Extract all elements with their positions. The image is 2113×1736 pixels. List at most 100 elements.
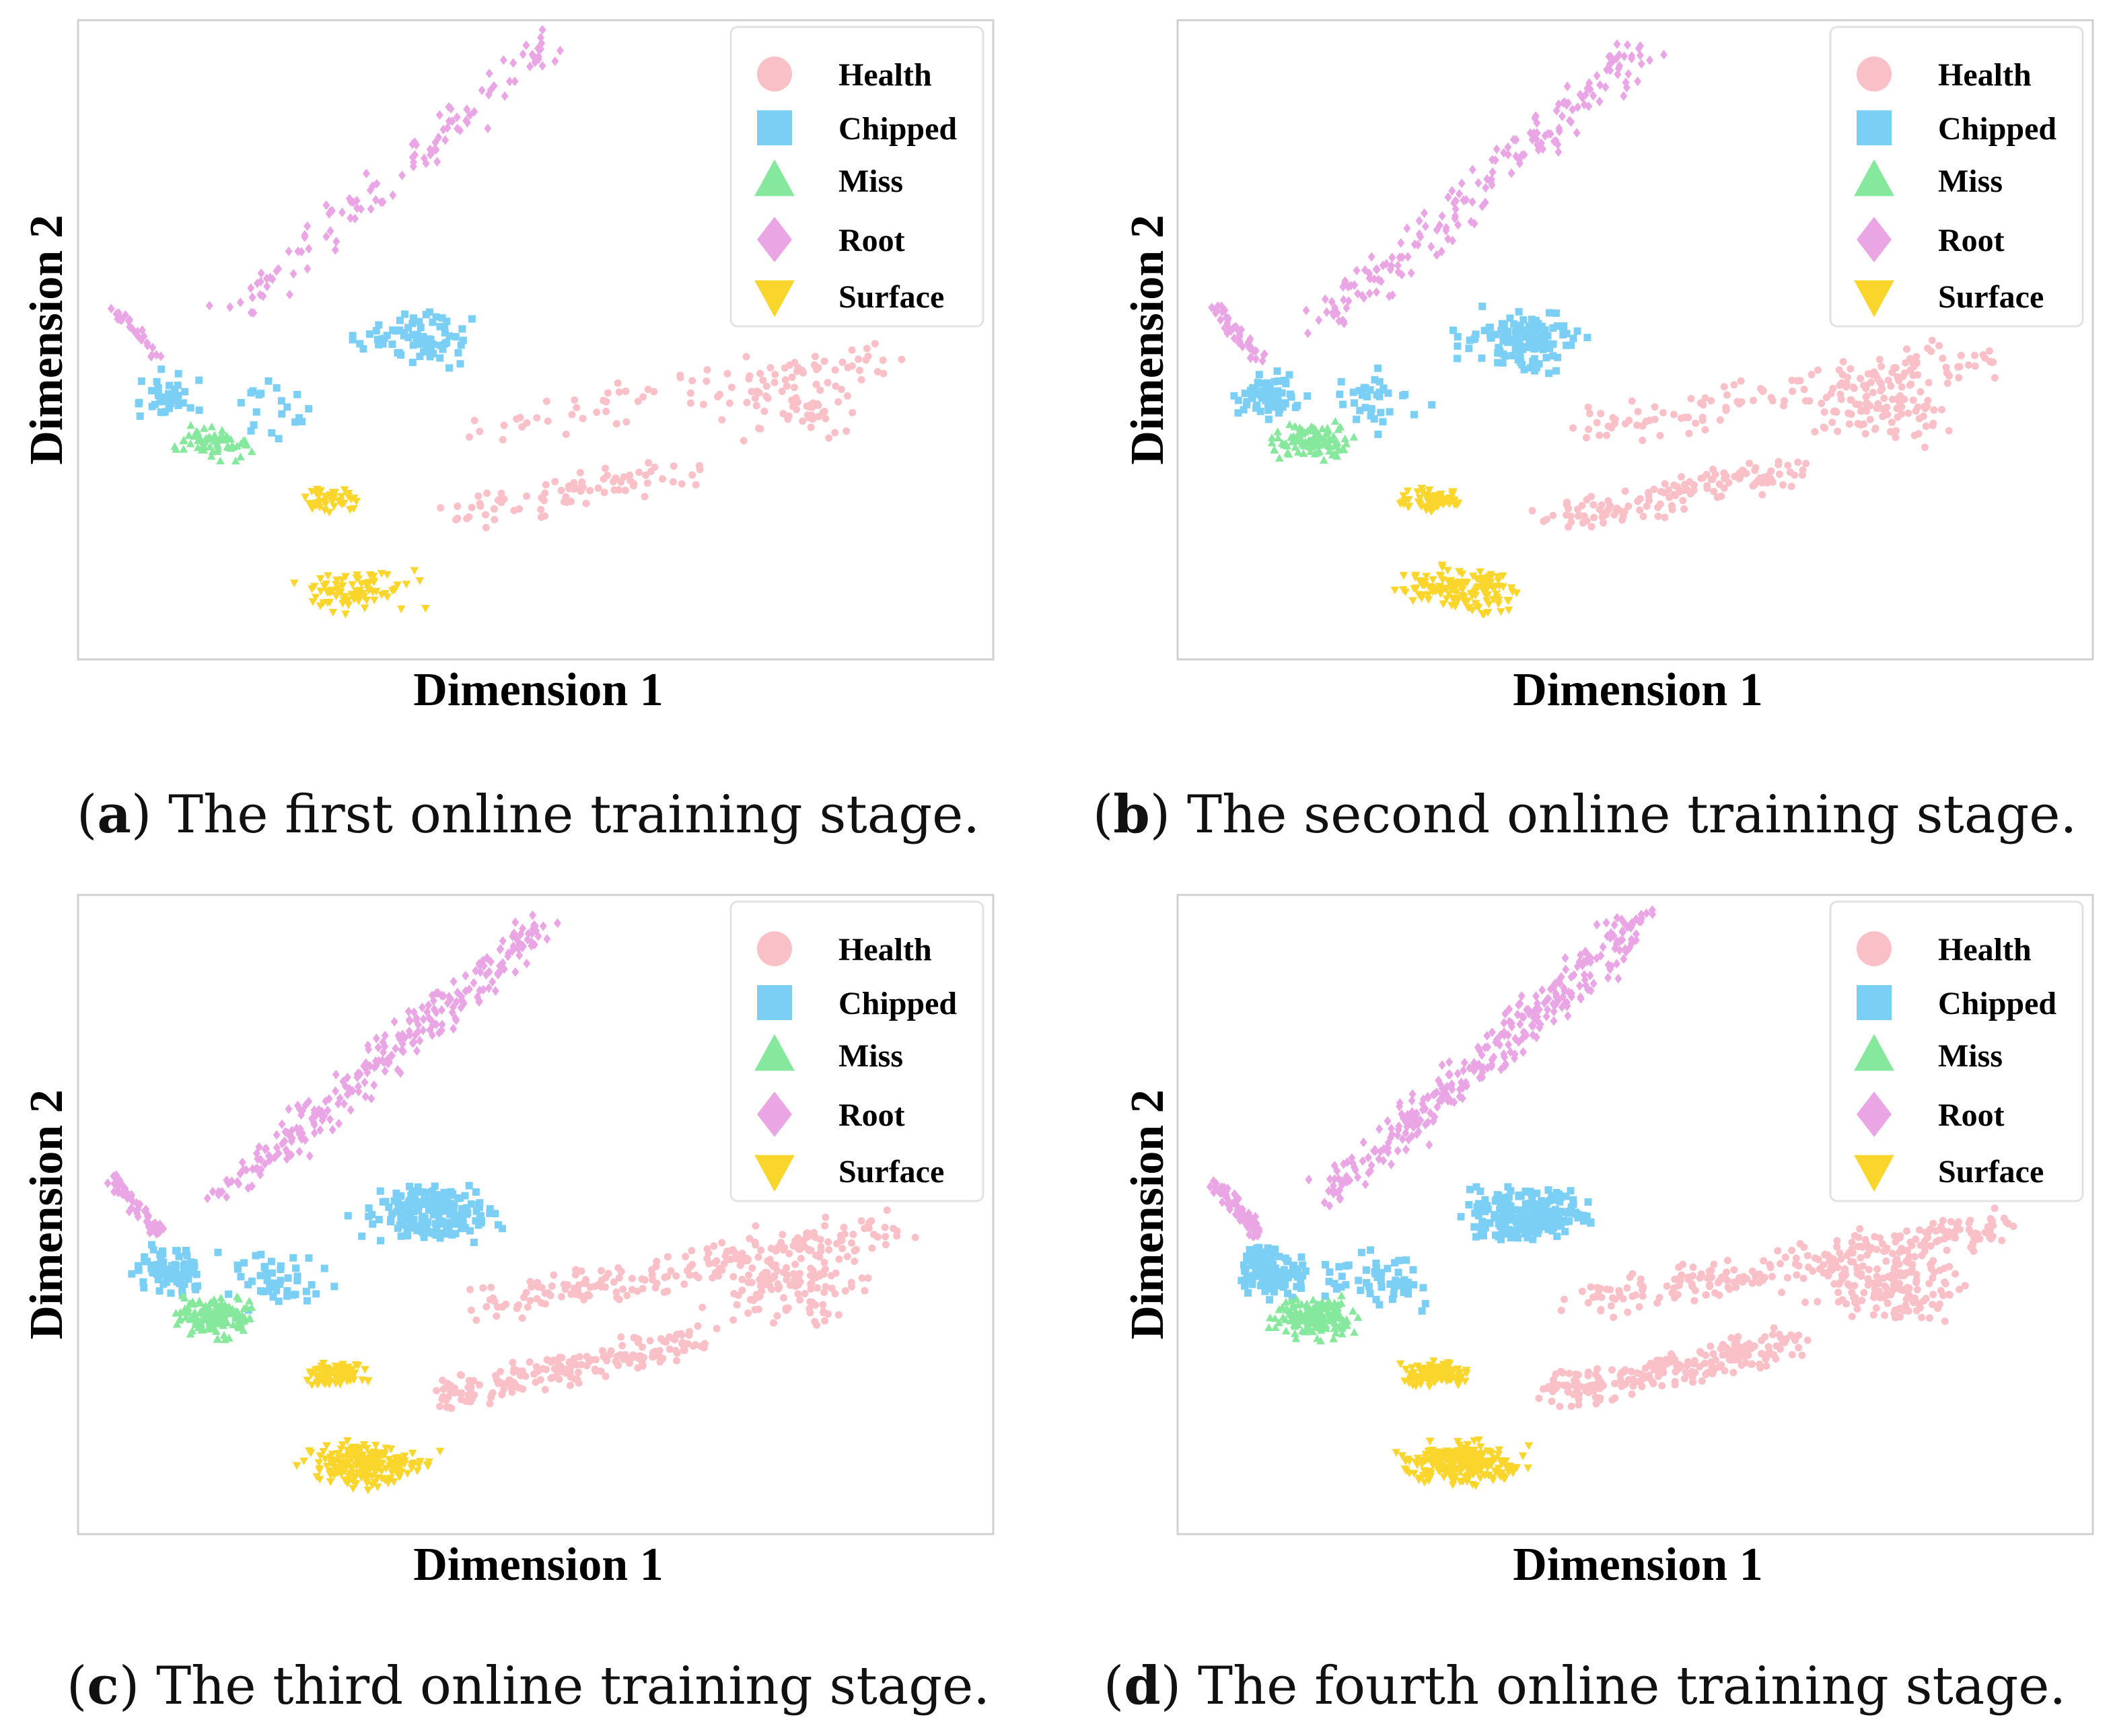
- point-chipped: [1374, 431, 1382, 439]
- point-chipped: [1481, 1208, 1489, 1216]
- point-chipped: [413, 336, 421, 345]
- point-chipped: [465, 1182, 473, 1190]
- point-surface: [1422, 1367, 1431, 1375]
- point-health: [612, 1288, 620, 1296]
- point-surface: [1439, 495, 1449, 504]
- point-surface: [348, 581, 357, 589]
- point-miss: [1324, 1309, 1334, 1318]
- point-chipped: [1375, 1301, 1384, 1309]
- point-health: [796, 1296, 804, 1304]
- point-surface: [349, 495, 359, 503]
- point-chipped: [421, 1215, 429, 1223]
- point-chipped: [1262, 1261, 1270, 1269]
- point-chipped: [1284, 1274, 1292, 1282]
- point-chipped: [1541, 326, 1549, 334]
- point-chipped: [1535, 324, 1543, 332]
- point-miss: [1312, 431, 1322, 440]
- point-surface: [377, 570, 386, 578]
- point-health: [1777, 1260, 1785, 1268]
- point-root: [1246, 334, 1254, 344]
- point-root: [1433, 250, 1441, 260]
- point-health: [1540, 517, 1548, 526]
- point-chipped: [1454, 342, 1462, 350]
- point-chipped: [409, 341, 417, 349]
- point-miss: [1306, 447, 1315, 456]
- point-miss: [1290, 1322, 1299, 1330]
- point-health: [1720, 469, 1728, 477]
- point-health: [779, 410, 787, 418]
- point-health: [831, 366, 839, 374]
- point-health: [822, 414, 830, 423]
- point-health: [851, 1258, 859, 1266]
- point-root: [332, 236, 341, 247]
- point-root: [126, 315, 134, 325]
- point-miss: [1324, 434, 1334, 443]
- point-health: [1774, 1247, 1782, 1255]
- point-root: [1224, 313, 1232, 323]
- point-chipped: [375, 340, 383, 349]
- point-miss: [1336, 1299, 1346, 1307]
- point-root: [1616, 936, 1624, 946]
- point-health: [558, 1354, 566, 1362]
- point-chipped: [349, 336, 357, 344]
- point-chipped: [404, 334, 413, 342]
- point-miss: [186, 439, 195, 447]
- point-health: [537, 505, 545, 513]
- point-chipped: [1567, 1187, 1575, 1195]
- point-chipped: [411, 1206, 419, 1215]
- point-health: [736, 1261, 744, 1269]
- point-health: [615, 1295, 623, 1303]
- point-root: [458, 992, 466, 1002]
- point-surface: [1425, 1383, 1434, 1391]
- point-chipped: [435, 1191, 443, 1199]
- point-health: [1584, 403, 1592, 411]
- point-root: [1567, 992, 1575, 1002]
- point-chipped: [1454, 355, 1462, 363]
- point-health: [1869, 371, 1877, 379]
- point-chipped: [1521, 1224, 1530, 1232]
- point-chipped: [439, 345, 447, 353]
- point-root: [1505, 1040, 1513, 1050]
- point-chipped: [1355, 1276, 1363, 1285]
- point-surface: [1405, 1470, 1414, 1478]
- point-root: [1613, 959, 1621, 969]
- point-chipped: [1289, 1262, 1297, 1270]
- point-chipped: [247, 427, 255, 435]
- point-chipped: [1243, 398, 1251, 406]
- point-chipped: [1272, 1268, 1280, 1276]
- point-root: [538, 38, 546, 48]
- point-health: [1745, 460, 1753, 468]
- point-root: [499, 55, 507, 65]
- point-chipped: [268, 429, 276, 437]
- point-chipped: [154, 384, 162, 392]
- point-root: [1561, 953, 1569, 963]
- point-root: [425, 1013, 433, 1023]
- point-surface: [369, 573, 378, 581]
- point-health: [1698, 474, 1707, 482]
- point-root: [322, 200, 330, 211]
- point-surface: [345, 506, 355, 514]
- point-health: [1857, 407, 1865, 415]
- point-health: [570, 1285, 578, 1293]
- point-health: [1582, 434, 1590, 442]
- point-surface: [349, 1484, 358, 1493]
- point-health: [811, 353, 819, 361]
- point-miss: [196, 1299, 205, 1307]
- point-root: [1454, 1069, 1462, 1079]
- point-root: [361, 1062, 369, 1073]
- point-root: [347, 196, 355, 207]
- point-chipped: [1511, 345, 1519, 353]
- point-root: [263, 281, 271, 291]
- point-surface: [325, 599, 334, 607]
- point-health: [1757, 385, 1765, 393]
- point-chipped: [1507, 1233, 1515, 1241]
- point-health: [699, 400, 707, 408]
- point-chipped: [190, 1262, 199, 1270]
- point-chipped: [1370, 415, 1378, 423]
- point-chipped: [1571, 1210, 1579, 1218]
- point-surface: [351, 1480, 361, 1488]
- point-health: [1929, 419, 1937, 427]
- point-surface: [1403, 487, 1412, 496]
- point-chipped: [283, 1287, 291, 1295]
- point-chipped: [1499, 1194, 1507, 1202]
